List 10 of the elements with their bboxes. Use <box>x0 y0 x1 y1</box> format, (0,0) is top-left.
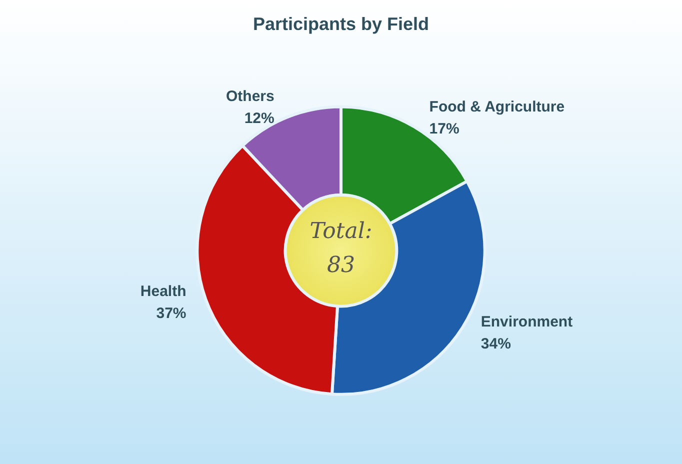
slice-label: Food & Agriculture <box>429 98 565 116</box>
text: Total: 83 <box>308 218 374 280</box>
data-label: 34% <box>480 335 511 352</box>
slice-label: Environment <box>480 313 573 330</box>
data-label: 12% <box>244 110 274 128</box>
chart-title: Participants by Field <box>252 14 430 34</box>
data-label: 37% <box>156 305 186 322</box>
slice-label: Others <box>226 88 274 106</box>
slice-label: Health <box>140 283 186 300</box>
data-label: 17% <box>429 120 460 138</box>
